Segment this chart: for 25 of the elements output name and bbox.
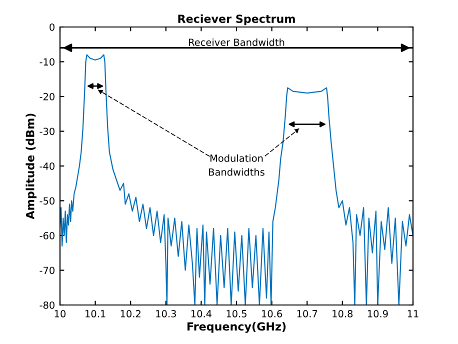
y-tick-label: -20 (40, 92, 54, 100)
y-tick-label: -30 (40, 128, 54, 136)
y-tick-label: -80 (40, 301, 54, 309)
ref-line-label: Receiver Bandwidth (189, 38, 284, 46)
x-tick-label: 10.3 (156, 310, 176, 318)
y-tick-label: -40 (40, 162, 54, 170)
x-tick-label: 10.6 (262, 310, 282, 318)
y-tick-label: 0 (50, 23, 54, 31)
x-tick-label: 10.5 (226, 310, 246, 318)
x-tick-label: 10.1 (86, 310, 106, 318)
x-tick-label: 10.7 (297, 310, 318, 318)
x-tick-label: 10.4 (191, 310, 212, 318)
chart-title: Reciever Spectrum (178, 14, 295, 26)
x-tick-label: 10.9 (368, 310, 388, 318)
y-tick-label: -70 (40, 266, 54, 274)
x-axis-title: Frequency(GHz) (187, 322, 286, 333)
annotation: Modulation Bandwidths (209, 154, 264, 176)
y-tick-label: -50 (40, 197, 54, 205)
y-tick-label: -10 (40, 58, 54, 66)
x-tick-label: 10.2 (120, 310, 140, 318)
y-tick-label: -60 (40, 232, 54, 240)
x-tick-label: 10.8 (332, 310, 353, 318)
x-tick-label: 11 (408, 310, 418, 318)
x-tick-label: 10 (54, 310, 66, 318)
y-axis-title: Amplitude (dBm) (26, 114, 36, 220)
